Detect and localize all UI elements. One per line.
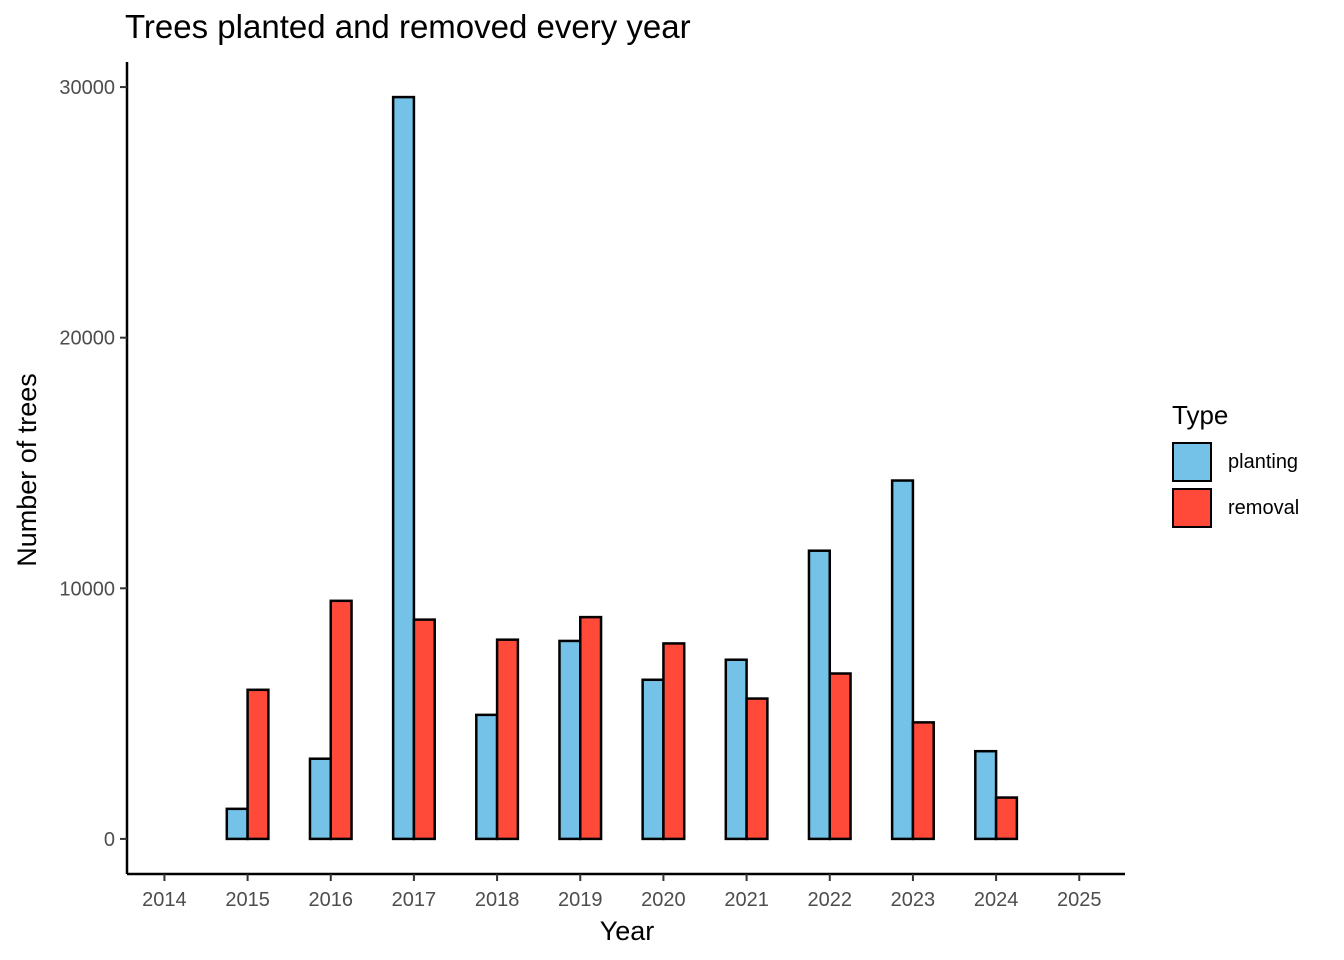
x-tick-label: 2025 <box>1057 889 1102 911</box>
x-tick-label: 2017 <box>392 889 437 911</box>
chart-title: Trees planted and removed every year <box>125 8 691 45</box>
x-tick-label: 2014 <box>142 889 187 911</box>
bar-planting-2020 <box>641 678 665 841</box>
bar-planting-2019 <box>558 639 582 841</box>
axes-layer: 0 10000 20000 30000 2014 2015 2016 2017 2018 2019… <box>59 62 1125 911</box>
legend-item-planting: planting <box>1172 439 1299 485</box>
bar-planting-2021 <box>724 658 748 841</box>
y-tick-label: 0 <box>104 829 115 851</box>
bar-removal-2015 <box>246 688 270 841</box>
bar-removal-2020 <box>662 642 686 841</box>
legend-key-removal <box>1172 488 1212 528</box>
legend-item-removal: removal <box>1172 485 1299 531</box>
legend-title: Type <box>1172 400 1229 430</box>
x-axis-label: Year <box>600 916 655 946</box>
x-tick-label: 2022 <box>808 889 853 911</box>
y-tick-label: 20000 <box>59 328 115 350</box>
bar-planting-2023 <box>890 479 915 841</box>
bar-removal-2023 <box>911 721 935 841</box>
bar-planting-2024 <box>974 749 998 841</box>
bar-removal-2024 <box>994 796 1019 841</box>
bar-removal-2022 <box>828 672 852 841</box>
bar-planting-2015 <box>225 807 249 841</box>
legend-label-removal: removal <box>1228 496 1300 519</box>
bar-removal-2017 <box>412 618 436 841</box>
x-tick-label: 2018 <box>475 889 520 911</box>
bar-removal-2016 <box>329 599 353 841</box>
x-tick-label: 2016 <box>309 889 354 911</box>
legend-key-planting <box>1172 442 1212 482</box>
x-tick-label: 2020 <box>641 889 686 911</box>
legend: Type planting removal <box>1172 400 1299 531</box>
bar-planting-2018 <box>475 713 499 841</box>
bar-planting-2016 <box>308 757 333 841</box>
x-tick-label: 2019 <box>558 889 603 911</box>
bars-layer <box>225 95 1019 841</box>
bar-planting-2017 <box>391 95 416 841</box>
y-tick-label: 30000 <box>59 77 115 99</box>
y-axis-label: Number of trees <box>12 373 42 567</box>
bar-removal-2021 <box>745 697 769 841</box>
x-tick-label: 2023 <box>891 889 936 911</box>
legend-label-planting: planting <box>1228 450 1299 473</box>
x-tick-label: 2021 <box>724 889 769 911</box>
bar-planting-2022 <box>807 549 832 841</box>
bar-removal-2019 <box>579 615 603 841</box>
x-tick-label: 2024 <box>974 889 1019 911</box>
x-tick-label: 2015 <box>225 889 270 911</box>
y-tick-label: 10000 <box>59 578 115 600</box>
bar-removal-2018 <box>495 638 520 841</box>
